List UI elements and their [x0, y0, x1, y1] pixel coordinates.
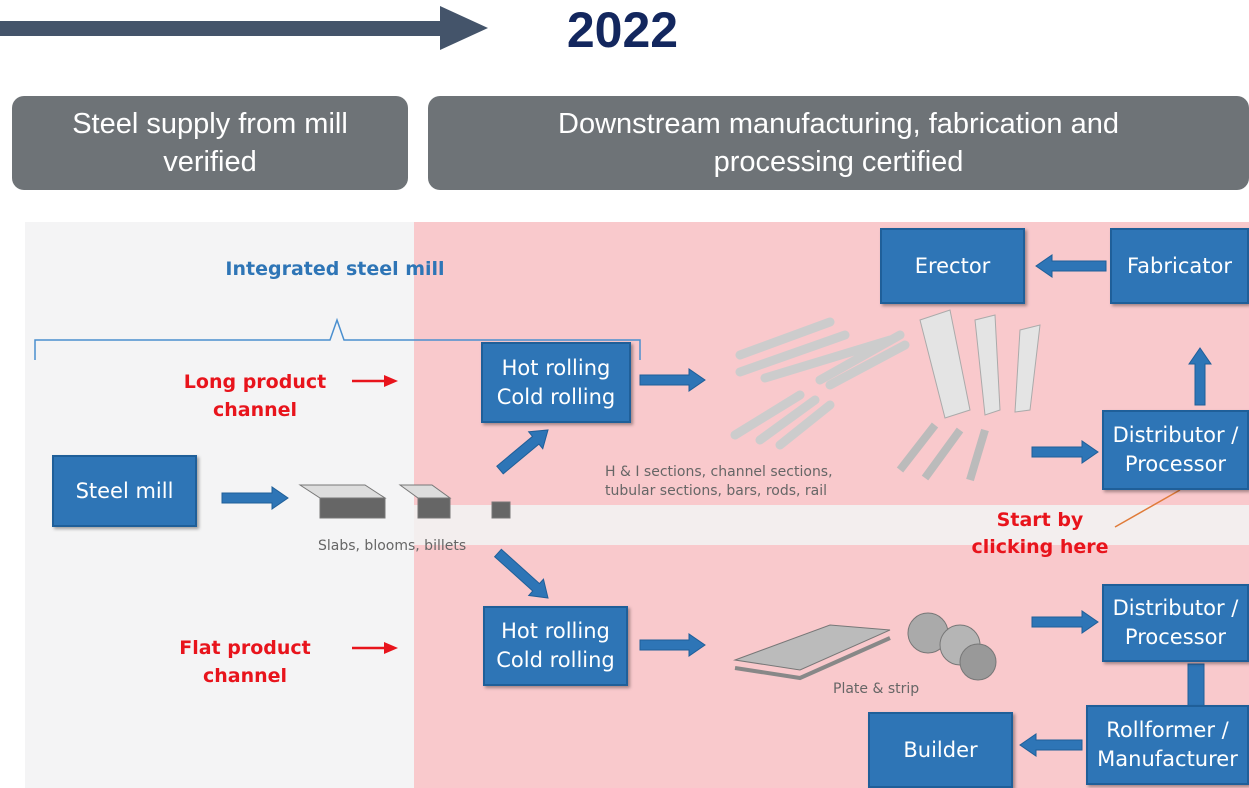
label-line: channel — [202, 665, 288, 687]
header-line: Downstream manufacturing, fabrication an… — [558, 108, 1119, 140]
caption: Plate & strip — [833, 680, 919, 699]
callout: Start by clicking here — [960, 507, 1120, 561]
connector — [1187, 663, 1205, 707]
node-line: Fabricator — [1127, 253, 1232, 278]
timeline-bar — [0, 21, 442, 36]
year: 2022 — [566, 2, 679, 58]
caption: H & I sections, channel sections, tubular… — [605, 463, 833, 501]
node-line: Cold rolling — [496, 384, 616, 409]
node-line: Distributor / — [1112, 423, 1239, 447]
node-line: Builder — [903, 737, 978, 762]
node-line: Processor — [1124, 452, 1227, 476]
node-line: Hot rolling — [501, 355, 611, 380]
header-line: processing certified — [713, 146, 964, 178]
label-line: Flat product — [179, 637, 311, 659]
flow-arrow — [493, 548, 549, 599]
node-line: Erector — [914, 253, 991, 278]
node-line: Manufacturer — [1097, 747, 1238, 771]
channel-label: Flat product channel — [150, 634, 340, 690]
header-box: Steel supply from mill verified — [12, 96, 408, 190]
flow-arrow — [1031, 610, 1099, 634]
timeline-head — [440, 6, 488, 50]
flow-arrow — [639, 633, 706, 657]
rolling-long: Hot rolling Cold rolling — [481, 342, 631, 423]
flow-arrow — [1019, 733, 1083, 757]
red-arrow-head — [384, 642, 398, 654]
callout-line — [1114, 489, 1181, 528]
bracket-label: Integrated steel mill — [225, 258, 445, 280]
label-line: channel — [212, 399, 298, 421]
rollformer: Rollformer / Manufacturer — [1086, 705, 1249, 785]
distributor-flat: Distributor / Processor — [1102, 584, 1249, 662]
header-line: verified — [163, 146, 257, 178]
products — [298, 309, 1041, 681]
node-line: Distributor / — [1112, 596, 1239, 620]
bracket — [34, 317, 641, 360]
distributor-long: Distributor / Processor — [1102, 410, 1249, 490]
flow-arrow — [1031, 440, 1099, 464]
flow-arrow — [1188, 347, 1212, 406]
flow-arrow — [1035, 254, 1107, 278]
node-line: Cold rolling — [496, 648, 615, 672]
header-line: Steel supply from mill — [72, 108, 348, 140]
flow-arrows — [221, 254, 1212, 757]
flow-arrow — [496, 429, 549, 475]
label-line: clicking here — [971, 536, 1109, 558]
caption-line: H & I sections, channel sections, — [605, 464, 833, 480]
label-line: Long product — [183, 371, 327, 393]
fabricator: Fabricator — [1110, 228, 1249, 304]
erector: Erector — [880, 228, 1025, 304]
caption-line: tubular sections, bars, rods, rail — [605, 483, 828, 499]
builder: Builder — [868, 712, 1013, 788]
label-line: Start by — [996, 509, 1084, 531]
channel-label: Long product channel — [160, 368, 350, 424]
flow-arrow — [639, 368, 706, 392]
flow-arrow — [221, 486, 289, 510]
node-line: Processor — [1124, 625, 1227, 649]
caption-line: Slabs, blooms, billets — [318, 538, 467, 554]
caption: Slabs, blooms, billets — [318, 537, 466, 556]
red-arrow-head — [384, 375, 398, 387]
rolling-flat: Hot rolling Cold rolling — [483, 606, 628, 686]
node-line: Steel mill — [75, 478, 174, 503]
header-box: Downstream manufacturing, fabrication an… — [428, 96, 1249, 190]
band — [414, 505, 1249, 545]
caption-line: Plate & strip — [833, 681, 920, 697]
node-line: Hot rolling — [501, 619, 610, 643]
node-line: Rollformer / — [1106, 718, 1229, 742]
steel-mill: Steel mill — [52, 455, 197, 527]
